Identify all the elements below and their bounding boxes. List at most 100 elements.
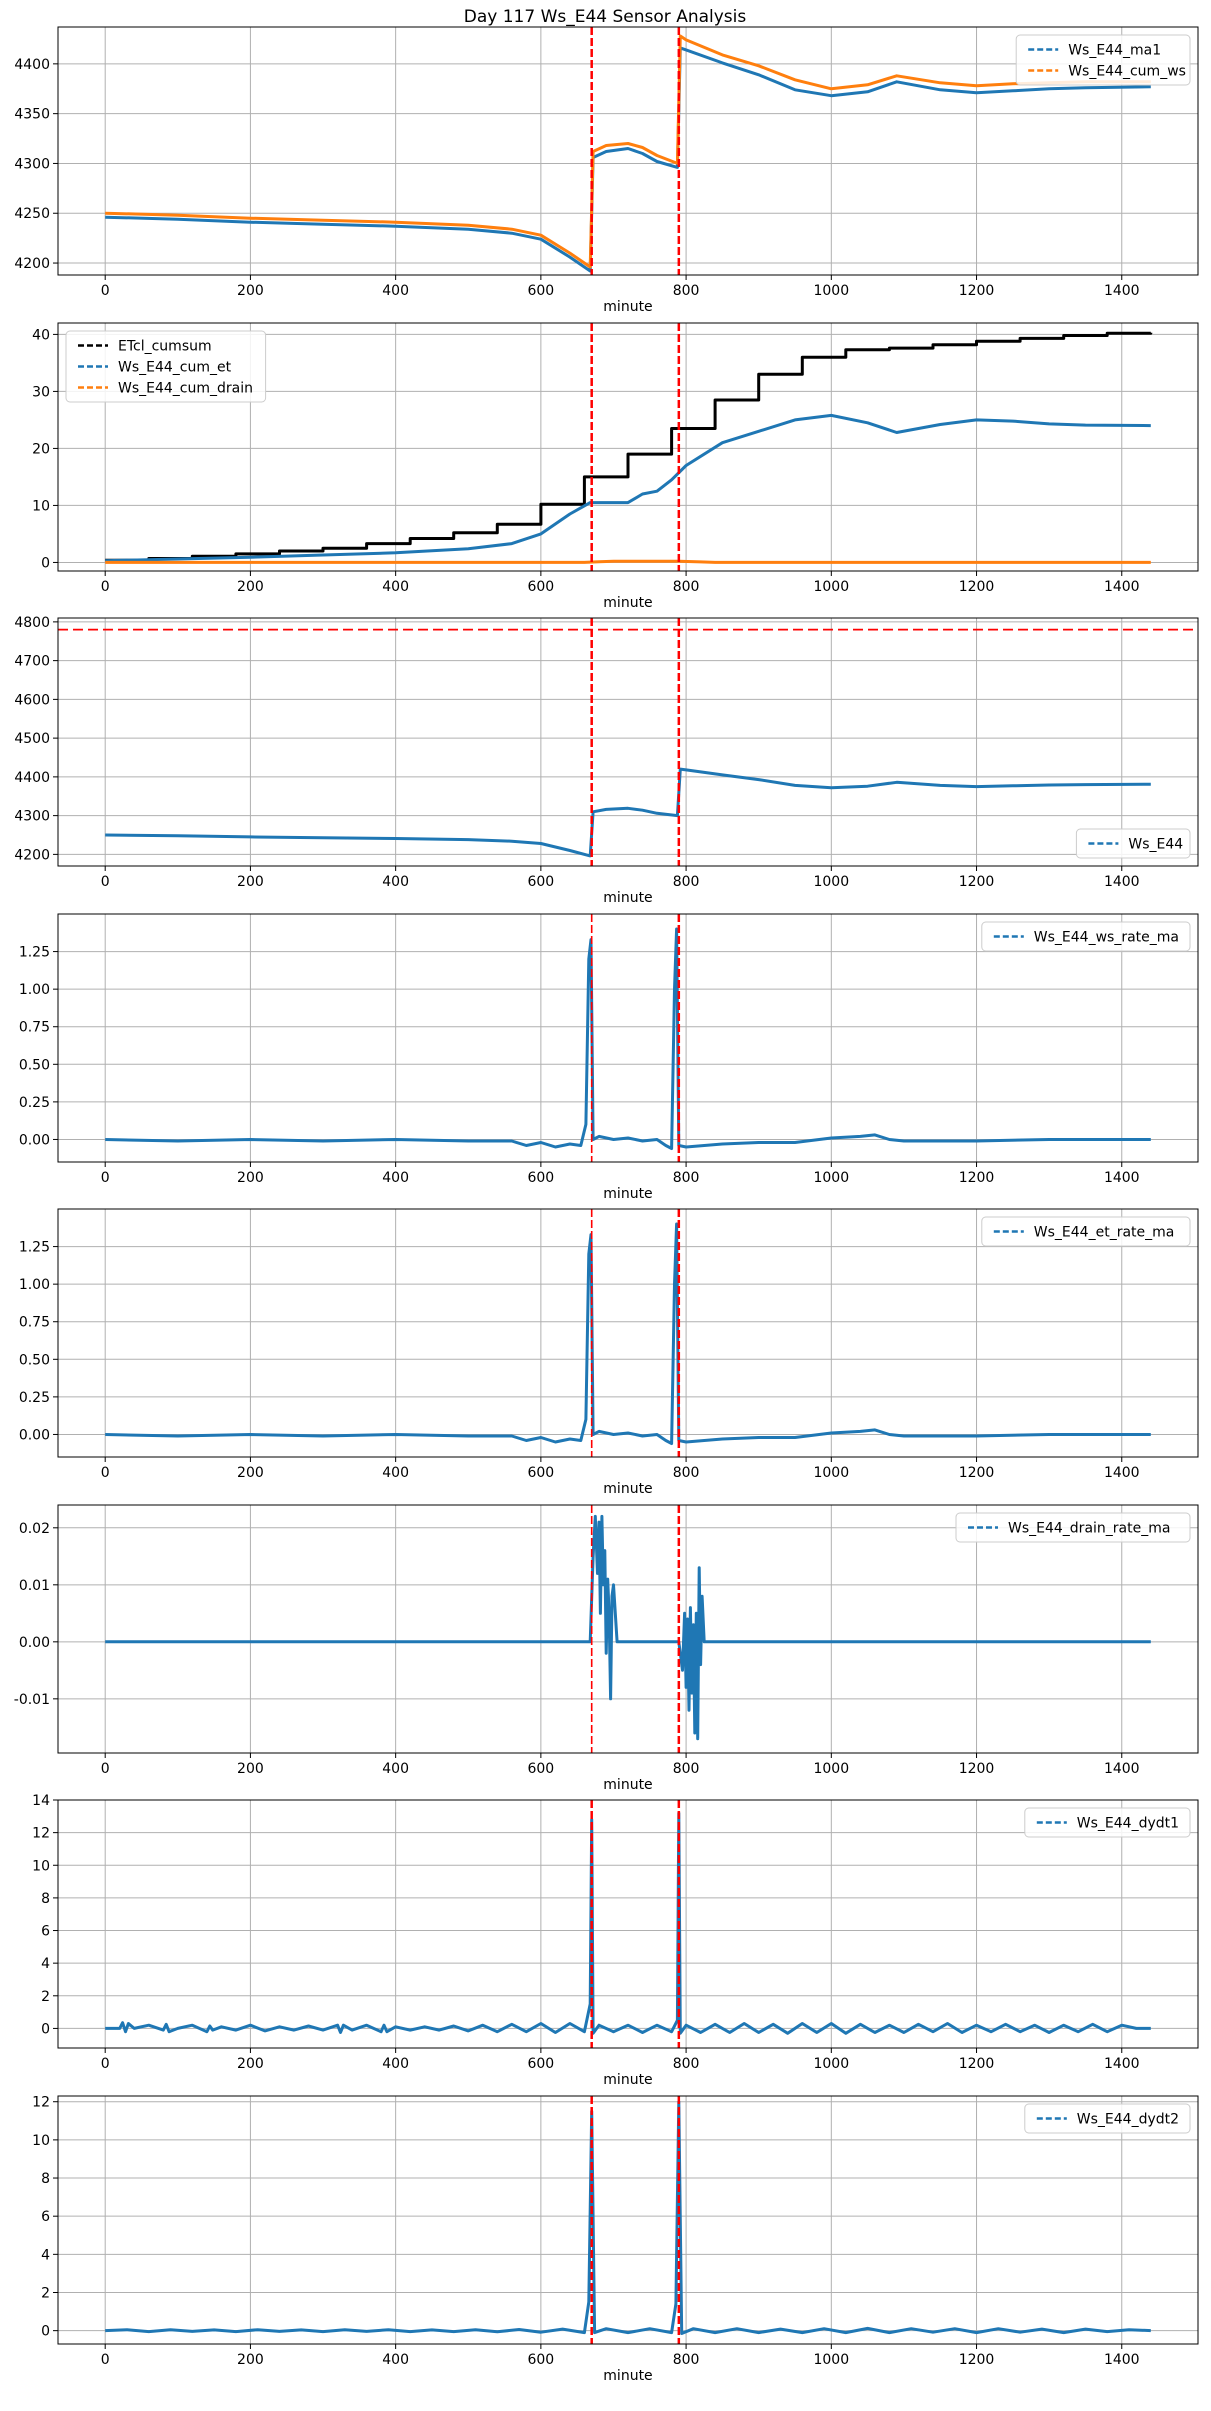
x-tick-label: 1200 bbox=[959, 579, 995, 595]
subplot-3: 0 200 400 600 800 1000 1200 1400 4200 4300 4400 450… bbox=[14, 615, 1199, 906]
y-tick-label: 4400 bbox=[14, 57, 50, 73]
x-tick-label: 1200 bbox=[959, 1170, 995, 1186]
y-tick-label: 12 bbox=[32, 2095, 50, 2111]
y-tick-label: 0 bbox=[41, 2324, 50, 2340]
legend-box bbox=[1075, 828, 1191, 859]
legend-label: ETcl_cumsum bbox=[118, 339, 212, 355]
legend-label: Ws_E44 bbox=[1128, 837, 1183, 853]
series-line-1 bbox=[105, 1222, 1151, 1445]
legend-label: Ws_E44_ws_rate_ma bbox=[1034, 930, 1179, 946]
y-tick-label: 0.50 bbox=[19, 1352, 50, 1368]
legend-label: Ws_E44_cum_ws bbox=[1068, 64, 1186, 80]
y-tick-label: 0 bbox=[41, 555, 50, 571]
x-tick-label: 800 bbox=[673, 2352, 700, 2368]
x-tick-label: 200 bbox=[237, 1761, 264, 1777]
legend: ETcl_cumsum Ws_E44_cum_et Ws_E44_cum_drain bbox=[65, 330, 267, 403]
y-tick-label: 1.00 bbox=[19, 982, 50, 998]
legend-label: Ws_E44_cum_et bbox=[118, 360, 232, 376]
x-tick-label: 400 bbox=[382, 2056, 409, 2072]
x-tick-label: 200 bbox=[237, 2056, 264, 2072]
y-tick-label: 0.25 bbox=[19, 1095, 50, 1111]
x-tick-label: 0 bbox=[101, 579, 110, 595]
x-tick-label: 600 bbox=[527, 1170, 554, 1186]
x-tick-label: 1400 bbox=[1104, 1170, 1140, 1186]
legend: Ws_E44_dydt2 bbox=[1024, 2103, 1191, 2134]
legend-box bbox=[981, 921, 1191, 952]
x-tick-label: 1200 bbox=[959, 1465, 995, 1481]
plot-area bbox=[105, 27, 1151, 275]
x-tick-label: 1400 bbox=[1104, 1761, 1140, 1777]
x-tick-label: 400 bbox=[382, 579, 409, 595]
legend-box bbox=[981, 1216, 1191, 1247]
x-tick-label: 0 bbox=[101, 1170, 110, 1186]
y-tick-label: 4250 bbox=[14, 206, 50, 222]
subplot-4: 0 200 400 600 800 1000 1200 1400 0.00 0.25 0.50 0.7… bbox=[19, 913, 1199, 1202]
y-tick-label: 1.00 bbox=[19, 1277, 50, 1293]
x-tick-label: 600 bbox=[527, 579, 554, 595]
x-tick-label: 600 bbox=[527, 2352, 554, 2368]
figure-title: Day 117 Ws_E44 Sensor Analysis bbox=[464, 7, 747, 27]
x-tick-label: 1400 bbox=[1104, 579, 1140, 595]
plot-area bbox=[105, 914, 1151, 1162]
axes-frame bbox=[57, 322, 1199, 572]
x-tick-label: 800 bbox=[673, 2056, 700, 2072]
y-tick-label: 4400 bbox=[14, 770, 50, 786]
plot-area bbox=[105, 323, 1153, 571]
legend-label: Ws_E44_dydt1 bbox=[1077, 1816, 1179, 1832]
y-tick-label: -0.01 bbox=[14, 1692, 50, 1708]
x-tick-label: 600 bbox=[527, 283, 554, 299]
axes-frame bbox=[57, 1208, 1199, 1458]
y-tick-label: 6 bbox=[41, 2209, 50, 2225]
x-tick-label: 1000 bbox=[813, 283, 849, 299]
x-tick-label: 1400 bbox=[1104, 283, 1140, 299]
y-tick-label: 2 bbox=[41, 1989, 50, 2005]
y-tick-label: 4500 bbox=[14, 731, 50, 747]
y-tick-label: 10 bbox=[32, 1858, 50, 1874]
y-tick-label: 4200 bbox=[14, 847, 50, 863]
x-axis-label: minute bbox=[603, 2072, 652, 2088]
x-tick-label: 400 bbox=[382, 283, 409, 299]
legend-box bbox=[1024, 1807, 1191, 1838]
y-tick-label: 0.25 bbox=[19, 1390, 50, 1406]
subplot-6: 0 200 400 600 800 1000 1200 1400 -0.01 0.00 0.01 0.… bbox=[14, 1504, 1199, 1793]
y-tick-label: 1.25 bbox=[19, 945, 50, 961]
y-tick-label: 6 bbox=[41, 1924, 50, 1940]
subplot-1: 0 200 400 600 800 1000 1200 1400 4200 4250 4300 435… bbox=[14, 26, 1199, 315]
y-tick-label: 0.00 bbox=[19, 1132, 50, 1148]
axes-frame bbox=[57, 1799, 1199, 2049]
x-tick-label: 400 bbox=[382, 874, 409, 890]
series-line-1 bbox=[105, 46, 1151, 273]
series-line-1 bbox=[105, 1514, 1151, 1741]
plot-area bbox=[105, 2096, 1151, 2344]
y-tick-label: 4 bbox=[41, 2247, 50, 2263]
series-line-2 bbox=[105, 413, 1151, 563]
x-tick-label: 200 bbox=[237, 1170, 264, 1186]
x-axis-label: minute bbox=[603, 1481, 652, 1497]
axes-frame bbox=[57, 913, 1199, 1163]
y-tick-label: 4350 bbox=[14, 107, 50, 123]
x-tick-label: 400 bbox=[382, 1170, 409, 1186]
y-tick-label: 4600 bbox=[14, 692, 50, 708]
series-line-1 bbox=[105, 1811, 1151, 2035]
x-tick-label: 1000 bbox=[813, 1170, 849, 1186]
y-tick-label: 0.02 bbox=[19, 1521, 50, 1537]
y-tick-label: 20 bbox=[32, 441, 50, 457]
x-tick-label: 1400 bbox=[1104, 2352, 1140, 2368]
x-tick-label: 600 bbox=[527, 1761, 554, 1777]
x-tick-label: 1000 bbox=[813, 1465, 849, 1481]
y-tick-label: 10 bbox=[32, 498, 50, 514]
x-tick-label: 400 bbox=[382, 1761, 409, 1777]
plot-area bbox=[58, 618, 1198, 866]
x-tick-label: 0 bbox=[101, 874, 110, 890]
y-tick-label: 0 bbox=[41, 2021, 50, 2037]
x-tick-label: 1000 bbox=[813, 874, 849, 890]
x-tick-label: 1400 bbox=[1104, 2056, 1140, 2072]
y-tick-label: 14 bbox=[32, 1793, 50, 1809]
y-tick-label: 0.00 bbox=[19, 1427, 50, 1443]
y-tick-label: 0.00 bbox=[19, 1635, 50, 1651]
y-tick-label: 4300 bbox=[14, 156, 50, 172]
x-tick-label: 200 bbox=[237, 2352, 264, 2368]
y-tick-label: 0.75 bbox=[19, 1020, 50, 1036]
y-tick-label: 2 bbox=[41, 2285, 50, 2301]
y-tick-label: 12 bbox=[32, 1826, 50, 1842]
